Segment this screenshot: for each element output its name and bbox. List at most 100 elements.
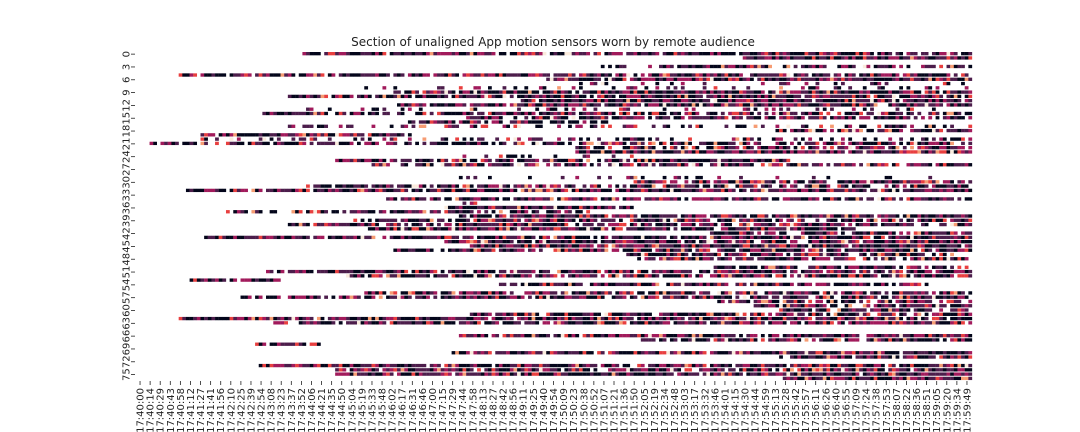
- heatmap-cell: [593, 150, 598, 154]
- heatmap-cell: [928, 77, 933, 81]
- heatmap-cell: [364, 73, 369, 77]
- heatmap-cell: [899, 124, 904, 128]
- heatmap-cell: [684, 227, 689, 231]
- heatmap-cell: [568, 137, 572, 141]
- heatmap-cell: [753, 141, 758, 146]
- heatmap-cell: [149, 141, 154, 146]
- heatmap-cell: [739, 111, 743, 116]
- heatmap-cell: [517, 141, 521, 146]
- heatmap-cell: [720, 244, 725, 248]
- heatmap-cell: [942, 77, 947, 81]
- heatmap-cell: [484, 218, 489, 222]
- heatmap-cell: [822, 222, 827, 227]
- heatmap-cell: [953, 90, 958, 94]
- heatmap-cell: [840, 274, 845, 278]
- heatmap-cell: [287, 111, 292, 116]
- heatmap-cell: [677, 248, 682, 252]
- heatmap-cell: [753, 107, 758, 111]
- heatmap-cell: [724, 77, 729, 81]
- heatmap-cell: [604, 227, 609, 231]
- heatmap-cell: [338, 158, 343, 163]
- heatmap-cell: [931, 90, 936, 94]
- heatmap-cell: [760, 180, 765, 184]
- heatmap-cell: [768, 73, 772, 77]
- heatmap-cell: [633, 218, 638, 222]
- heatmap-cell: [360, 52, 365, 56]
- heatmap-cell: [840, 235, 845, 240]
- heatmap-cell: [728, 240, 732, 244]
- heatmap-cell: [942, 218, 947, 222]
- heatmap-cell: [800, 73, 805, 77]
- heatmap-cell: [957, 163, 962, 167]
- heatmap-cell: [877, 52, 882, 56]
- heatmap-cell: [528, 269, 532, 274]
- heatmap-cell: [862, 103, 867, 107]
- heatmap-cell: [644, 218, 649, 222]
- heatmap-cell: [859, 99, 863, 103]
- heatmap-cell: [666, 222, 671, 227]
- heatmap-cell: [790, 188, 794, 193]
- heatmap-cell: [884, 99, 889, 103]
- heatmap-cell: [840, 52, 845, 56]
- heatmap-cell: [571, 111, 576, 116]
- heatmap-cell: [669, 163, 674, 167]
- heatmap-cell: [538, 274, 543, 278]
- heatmap-cell: [677, 197, 682, 201]
- heatmap-cell: [502, 197, 507, 201]
- heatmap-cell: [589, 244, 594, 248]
- heatmap-cell: [742, 274, 747, 278]
- heatmap-cell: [837, 240, 842, 244]
- heatmap-cell: [808, 180, 813, 184]
- heatmap-cell: [498, 184, 503, 188]
- heatmap-cell: [811, 175, 816, 180]
- heatmap-cell: [568, 274, 572, 278]
- heatmap-cell: [415, 52, 419, 56]
- heatmap-cell: [924, 77, 929, 81]
- heatmap-cell: [899, 252, 904, 257]
- heatmap-cell: [331, 269, 336, 274]
- heatmap-cell: [495, 244, 500, 248]
- heatmap-cell: [804, 90, 809, 94]
- heatmap-cell: [316, 111, 321, 116]
- heatmap-cell: [779, 269, 783, 274]
- heatmap-cell: [739, 218, 743, 222]
- heatmap-cell: [655, 180, 660, 184]
- heatmap-cell: [397, 111, 401, 116]
- heatmap-cell: [651, 240, 656, 244]
- heatmap-cell: [921, 274, 925, 278]
- heatmap-cell: [608, 141, 612, 146]
- heatmap-cell: [699, 141, 703, 146]
- heatmap-cell: [462, 205, 467, 210]
- heatmap-cell: [560, 90, 565, 94]
- heatmap-cell: [335, 210, 339, 214]
- heatmap-cell: [815, 214, 820, 218]
- heatmap-cell: [837, 99, 842, 103]
- heatmap-cell: [840, 150, 845, 154]
- heatmap-cell: [437, 218, 441, 222]
- heatmap-cell: [775, 94, 780, 99]
- heatmap-cell: [881, 188, 885, 193]
- heatmap-cell: [779, 141, 783, 146]
- heatmap-cell: [662, 94, 667, 99]
- heatmap-cell: [713, 214, 718, 218]
- heatmap-cell: [611, 158, 616, 163]
- heatmap-cell: [942, 116, 947, 120]
- heatmap-cell: [779, 99, 783, 103]
- heatmap-cell: [568, 248, 572, 252]
- heatmap-cell: [884, 188, 889, 193]
- heatmap-cell: [699, 52, 703, 56]
- heatmap-cell: [546, 205, 551, 210]
- heatmap-cell: [491, 235, 496, 240]
- heatmap-cell: [884, 248, 889, 252]
- heatmap-cell: [564, 73, 569, 77]
- heatmap-cell: [393, 86, 398, 90]
- heatmap-cell: [480, 94, 485, 99]
- heatmap-cell: [629, 188, 634, 193]
- heatmap-cell: [553, 188, 558, 193]
- heatmap-cell: [400, 103, 405, 107]
- heatmap-cell: [517, 222, 521, 227]
- heatmap-cell: [819, 269, 823, 274]
- heatmap-cell: [662, 197, 667, 201]
- heatmap-cell: [477, 103, 481, 107]
- heatmap-cell: [680, 158, 685, 163]
